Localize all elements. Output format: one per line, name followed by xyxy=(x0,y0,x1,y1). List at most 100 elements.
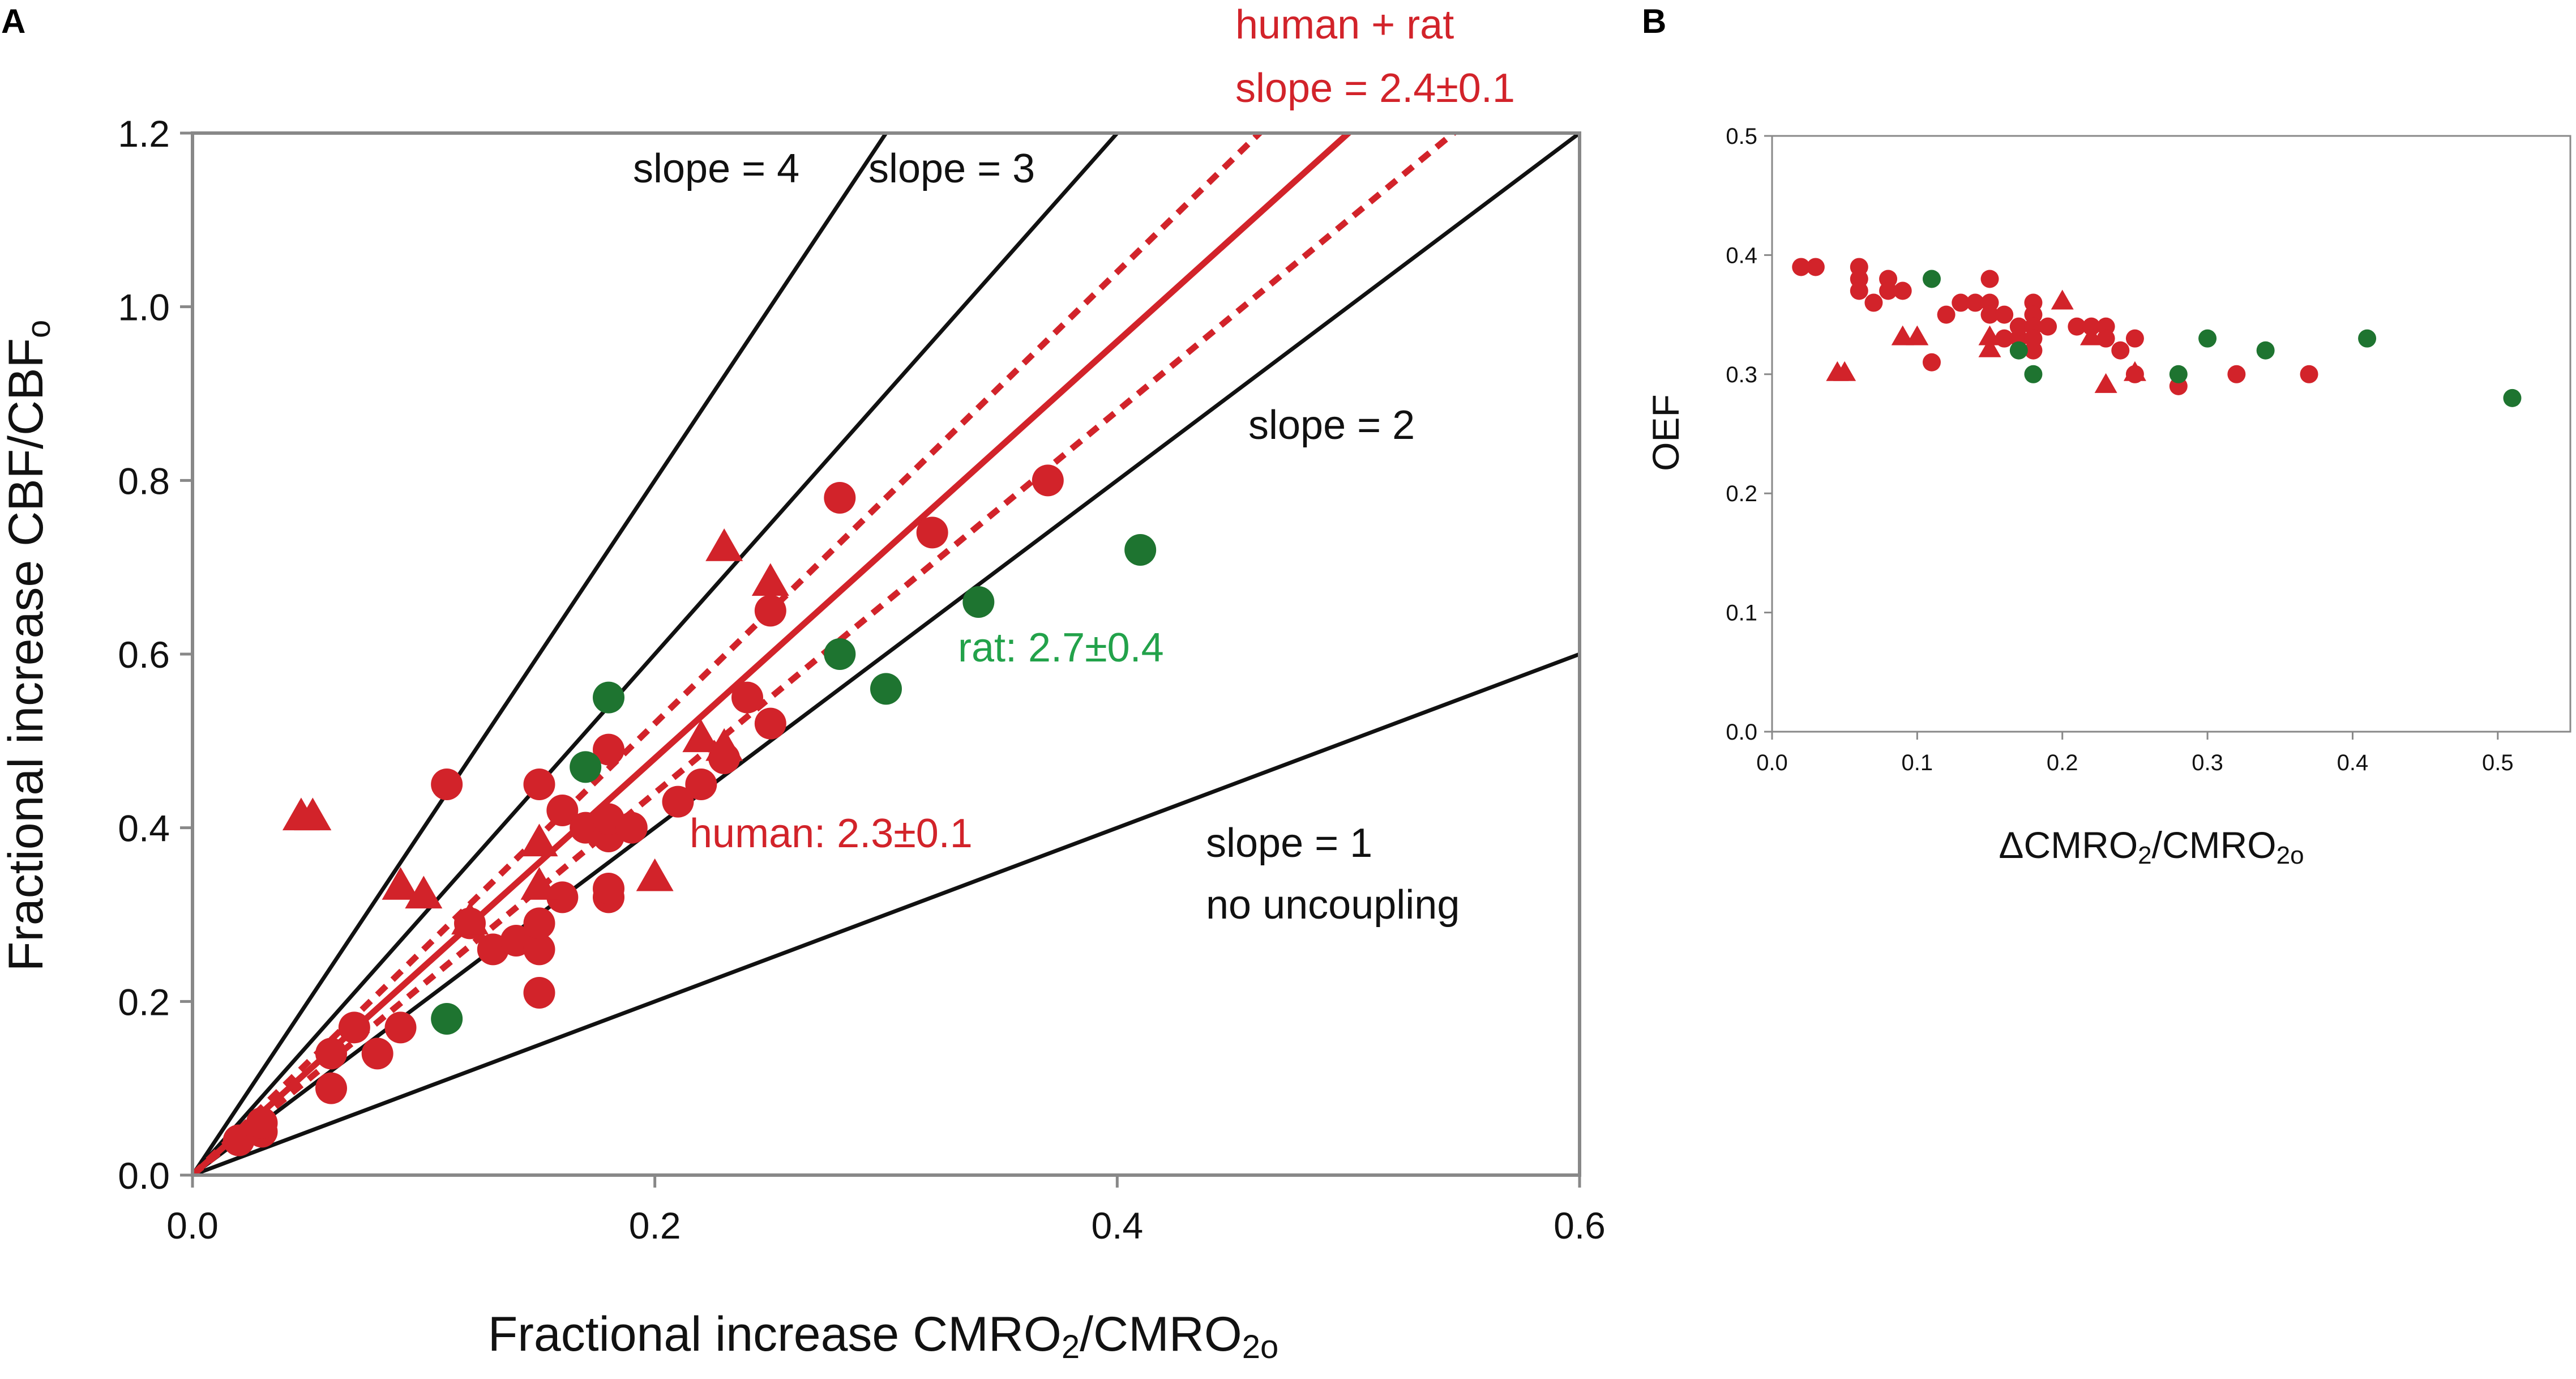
x-tick-label: 0.0 xyxy=(1756,750,1788,775)
data-point-human xyxy=(1923,353,1941,372)
y-axis-label-a: Fractional increase CBF/CBFo xyxy=(0,320,57,972)
data-point-human-triangle xyxy=(451,902,489,935)
x-tick-label: 0.6 xyxy=(1554,1205,1606,1246)
data-point-human xyxy=(754,707,786,740)
x-tick-label: 0.4 xyxy=(1091,1205,1143,1246)
data-point-human xyxy=(662,785,694,818)
data-point-human-triangle xyxy=(751,563,789,596)
data-point-human xyxy=(1980,305,1999,324)
data-point-human xyxy=(2068,317,2086,336)
data-point-rat xyxy=(2503,388,2522,407)
y-tick-label: 0.8 xyxy=(118,460,170,502)
data-point-human xyxy=(523,933,555,966)
data-point-human xyxy=(1806,258,1825,276)
chart-b-axes: 0.0 0.1 0.2 0.3 0.4 0.5 0.0 0.1 0.2 0.3 0.4 0.5 xyxy=(1726,124,2571,775)
data-point-rat xyxy=(2169,365,2188,383)
data-point-human xyxy=(916,516,948,549)
ref-label-no-uncoupling: no uncoupling xyxy=(1206,882,1460,928)
data-point-rat xyxy=(593,681,624,714)
data-point-human xyxy=(431,769,463,800)
y-tick-label: 1.0 xyxy=(118,287,170,328)
data-point-human xyxy=(546,881,579,913)
data-point-human xyxy=(2111,341,2130,360)
data-point-rat xyxy=(2198,329,2217,348)
data-point-human-triangle xyxy=(382,867,420,900)
y-tick-label: 0.2 xyxy=(118,981,170,1023)
data-point-human xyxy=(2125,329,2144,348)
data-point-rat xyxy=(2358,329,2377,348)
data-point-rat xyxy=(870,673,902,705)
data-point-rat xyxy=(570,751,602,783)
series-label-human: human: 2.3±0.1 xyxy=(690,811,973,856)
y-tick-label: 0.0 xyxy=(1726,720,1757,745)
reference-line-slope-4 xyxy=(192,133,889,1175)
fit-ci-lower-line xyxy=(192,133,1458,1175)
data-point-human xyxy=(615,812,648,844)
data-point-human xyxy=(824,482,856,514)
data-point-human xyxy=(523,977,555,1009)
chart-b: 0.0 0.1 0.2 0.3 0.4 0.5 0.0 0.1 0.2 0.3 0.4 0.5 ΔCM… xyxy=(1645,124,2571,869)
data-point-human-triangle xyxy=(405,876,443,909)
y-tick-label: 0.5 xyxy=(1726,124,1757,149)
data-point-human-triangle xyxy=(1978,337,2001,357)
chart-a-lines xyxy=(192,133,1580,1175)
x-tick-label: 0.3 xyxy=(2192,750,2223,775)
ref-label-slope-4: slope = 4 xyxy=(633,146,799,191)
data-point-human-triangle xyxy=(1833,361,1856,381)
panel-label-a: A xyxy=(1,2,25,40)
series-label-rat: rat: 2.7±0.4 xyxy=(958,625,1164,671)
chart-a-axes: 0.0 0.2 0.4 0.6 0.0 0.2 0.4 0.6 0.8 1.0 1.2 xyxy=(118,113,1606,1246)
y-tick-label: 0.2 xyxy=(1726,481,1757,506)
data-point-rat xyxy=(2009,341,2028,360)
data-point-human xyxy=(2009,317,2028,336)
reference-line-slope-1 xyxy=(192,652,1580,1175)
data-point-human xyxy=(1980,270,1999,288)
fit-label-human-rat: human + rat xyxy=(1235,2,1454,48)
data-point-rat xyxy=(1124,534,1157,566)
data-point-human xyxy=(1995,305,2014,324)
fit-label-slope: slope = 2.4±0.1 xyxy=(1235,66,1515,111)
data-point-human xyxy=(2300,365,2318,383)
y-tick-label: 0.6 xyxy=(118,634,170,676)
data-point-human-triangle xyxy=(1891,325,1914,345)
data-point-human-triangle xyxy=(294,797,332,831)
y-tick-label: 0.1 xyxy=(1726,601,1757,626)
data-point-rat xyxy=(962,586,995,618)
data-point-human xyxy=(1937,305,1955,324)
data-point-human-triangle xyxy=(1906,325,1929,345)
data-point-rat xyxy=(1923,270,1941,288)
data-point-human-triangle xyxy=(1978,325,2001,345)
ref-label-slope-2: slope = 2 xyxy=(1248,403,1415,448)
data-point-human xyxy=(593,733,624,766)
reference-line-slope-3 xyxy=(192,133,1120,1175)
y-axis-label-b: OEF xyxy=(1645,394,1687,471)
data-point-human xyxy=(315,1038,347,1070)
data-point-human xyxy=(731,681,763,714)
y-tick-label: 1.2 xyxy=(118,113,170,155)
data-point-human xyxy=(685,769,717,800)
data-point-rat xyxy=(2024,365,2043,383)
data-point-human xyxy=(361,1038,393,1070)
data-point-rat xyxy=(824,638,856,670)
x-axis-label-a: Fractional increase CMRO2/CMRO2o xyxy=(488,1307,1279,1365)
x-tick-label: 0.4 xyxy=(2337,750,2369,775)
data-point-human xyxy=(1879,281,1898,300)
ref-label-slope-1: slope = 1 xyxy=(1206,821,1372,866)
chart-a-points xyxy=(222,464,1157,1156)
x-tick-label: 0.2 xyxy=(629,1205,681,1246)
ref-label-slope-3: slope = 3 xyxy=(868,146,1035,191)
chart-b-points xyxy=(1792,258,2522,407)
data-point-rat xyxy=(2256,341,2275,360)
fit-line-human-rat xyxy=(192,133,1353,1175)
data-point-human xyxy=(1966,293,1984,312)
data-point-human xyxy=(523,907,555,940)
data-point-human xyxy=(754,595,786,627)
data-point-human-triangle xyxy=(520,823,558,857)
x-tick-label: 0.5 xyxy=(2482,750,2514,775)
data-point-human xyxy=(546,795,579,826)
data-point-human-triangle xyxy=(705,528,743,561)
data-point-human-triangle xyxy=(520,867,558,900)
data-point-human xyxy=(2024,341,2043,360)
x-tick-label: 0.1 xyxy=(1902,750,1933,775)
data-point-human xyxy=(315,1072,347,1104)
